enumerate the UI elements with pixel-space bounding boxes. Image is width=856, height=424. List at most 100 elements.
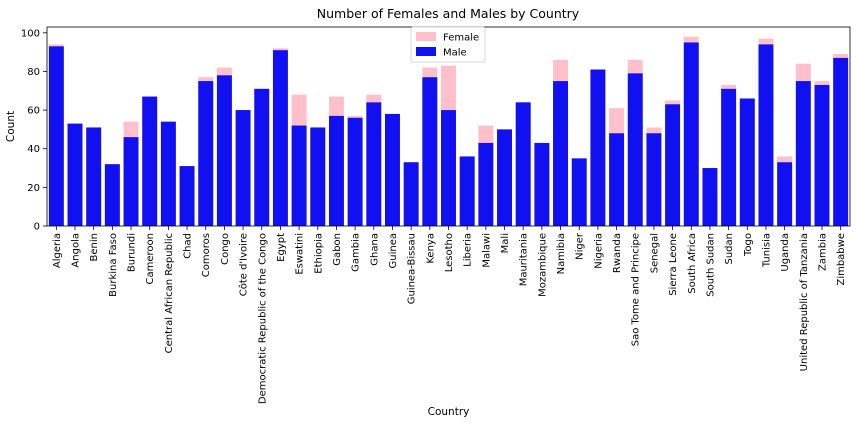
x-tick-label: Sudan [724,233,735,265]
bar-male [67,123,83,226]
x-tick-label: Democratic Republic of the Congo [257,233,268,404]
bar-male [777,162,793,226]
y-tick-label: 40 [27,144,40,155]
x-tick-label: Sao Tome and Principe [631,233,642,346]
y-axis: 0 20 40 60 80 100 [21,28,47,233]
y-axis-label: Count [5,111,17,142]
x-tick-label: Sierra Leone [668,233,679,296]
legend-label: Female [443,33,479,44]
bar-male [254,88,270,226]
x-tick-label: Malawi [481,233,492,268]
bar-male [422,77,438,227]
x-tick-label: Comoros [201,233,212,277]
x-axis-label: Country [428,406,470,418]
male-bars [48,42,849,227]
bar-male [123,137,139,226]
legend-label: Male [443,48,467,59]
legend: Female Male [410,26,486,63]
bar-male [160,121,176,226]
x-tick-label: Burundi [127,233,138,272]
x-tick-label: Namibia [556,233,567,274]
x-tick-label: Mali [500,233,511,253]
x-tick-label: Eswatini [295,233,306,275]
bar-male [571,158,587,226]
x-tick-label: Congo [220,233,231,265]
bar-male [198,81,214,227]
bar-male [104,164,120,226]
x-tick-label: Gabon [332,233,343,266]
x-tick-label: South Sudan [705,233,716,297]
bar-male [814,84,830,226]
x-tick-label: South Africa [687,233,698,294]
bar-male [310,127,326,226]
bar-male [739,98,755,226]
bar-male [497,129,512,226]
x-tick-label: Benin [89,233,100,261]
bar-male [795,81,811,227]
y-tick-label: 80 [27,67,40,78]
x-tick-label: Lesotho [444,233,455,272]
chart-title: Number of Females and Males by Country [317,6,580,21]
bar-male [553,81,569,227]
bar-male [441,110,456,226]
x-tick-label: Burkina Faso [108,233,119,297]
x-tick-label: Chad [183,233,194,259]
x-tick-label: Nigeria [593,233,604,269]
x-tick-label: Cameroon [145,233,156,284]
y-tick-label: 0 [34,222,40,233]
bar-male [683,42,699,226]
bar-male [272,50,288,227]
bar-male [328,115,344,226]
bar-male [833,57,849,226]
x-tick-label: Liberia [463,233,474,267]
bar-male [291,125,307,226]
x-tick-label: Niger [575,232,586,260]
x-tick-label: Zimbabwe [836,233,847,286]
y-tick-label: 60 [27,106,40,117]
x-axis: Algeria Angola Benin Burkina Faso Burundi Cam… [52,226,847,404]
x-tick-label: Zambia [817,233,828,271]
x-tick-label: Ghana [369,233,380,266]
bar-male [235,110,251,226]
bar-male [142,96,158,226]
x-tick-label: Mozambique [537,233,548,297]
x-tick-label: Kenya [425,233,436,264]
bar-male [179,166,195,226]
bar-male [721,88,737,226]
bar-male [86,127,102,226]
bar-male [403,162,419,226]
bar-male [459,156,475,226]
bar-male [347,117,363,226]
bar-male [646,133,662,226]
x-tick-label: United Republic of Tanzania [799,233,810,371]
legend-swatch [416,47,436,56]
y-tick-label: 100 [21,28,40,39]
x-tick-label: Egypt [276,233,287,262]
x-tick-label: Uganda [780,233,791,272]
bar-male [609,133,625,226]
x-tick-label: Central African Republic [164,233,175,353]
x-tick-label: Guinea-Bissau [407,233,418,304]
bar-male [590,69,606,226]
bar-male [758,44,774,226]
x-tick-label: Gambia [351,233,362,272]
x-tick-label: Ethiopia [313,233,324,274]
bar-male [627,73,643,227]
bar-male [478,142,494,226]
legend-swatch [416,32,436,41]
x-tick-label: Tunisia [761,233,772,268]
bar-male [366,102,382,226]
x-tick-label: Angola [71,233,82,268]
bar-male [48,46,64,226]
bar-male [385,113,400,226]
bar-male [702,168,718,226]
y-tick-label: 20 [27,183,40,194]
x-tick-label: Senegal [649,233,660,273]
x-tick-label: Côte d'Ivoire [238,233,250,296]
x-tick-label: Guinea [388,233,399,268]
bar-male [216,75,232,227]
bar-male [665,104,681,226]
x-tick-label: Togo [743,233,754,257]
x-tick-label: Mauritania [519,233,530,286]
